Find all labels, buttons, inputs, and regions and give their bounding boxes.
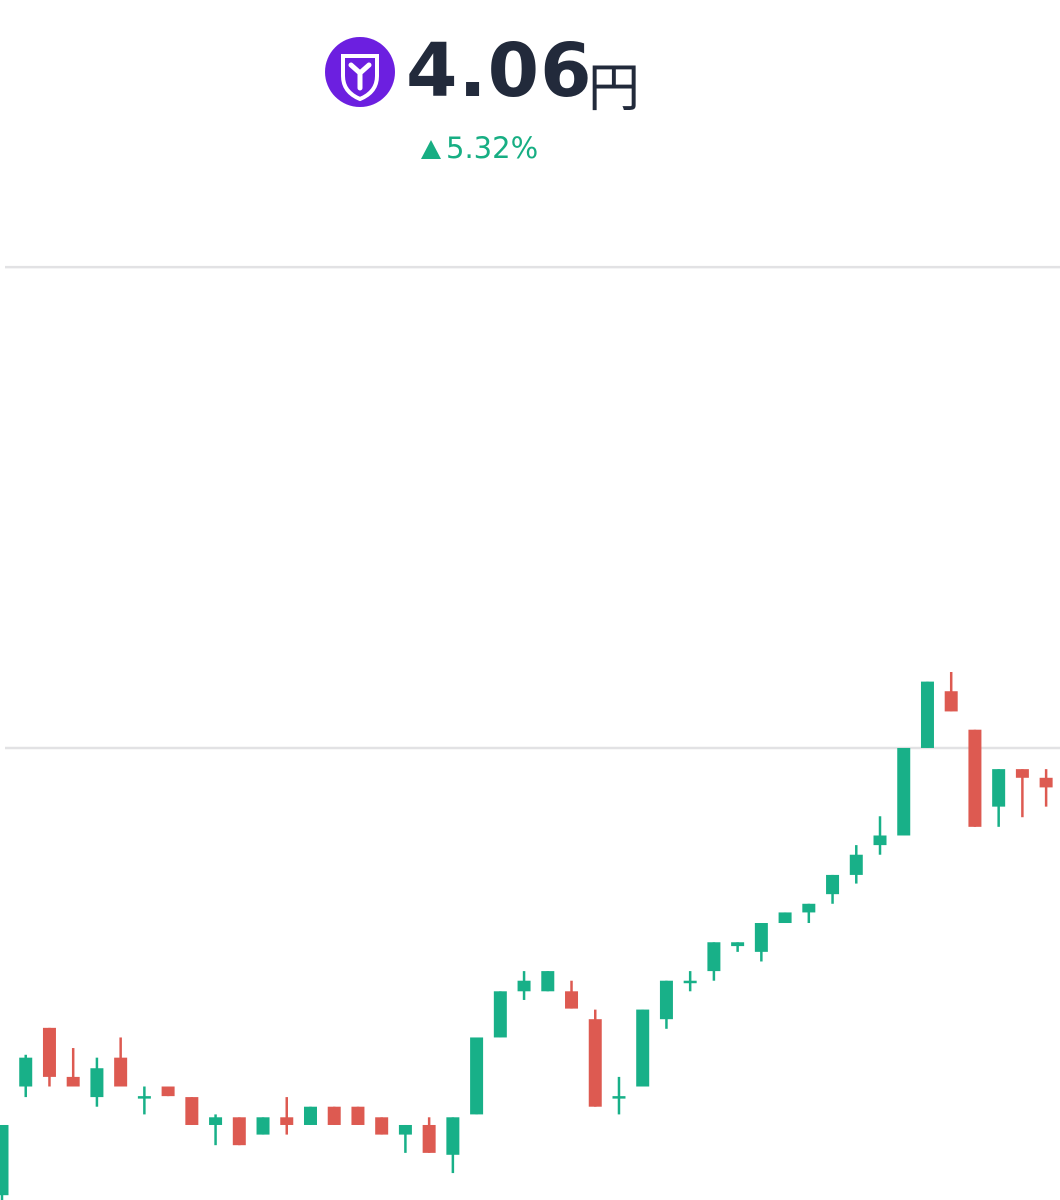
candle-body	[303, 1106, 317, 1125]
candle-body	[826, 874, 840, 895]
candle-body	[588, 1019, 602, 1107]
candle-body	[493, 991, 507, 1038]
candle-body	[541, 971, 555, 992]
candle-body	[0, 1124, 9, 1196]
candle-body	[422, 1124, 436, 1153]
candle-body	[90, 1068, 104, 1098]
price: 4.06	[406, 28, 593, 114]
candle-body	[137, 1096, 151, 1099]
candle-body	[1015, 769, 1029, 778]
candle-body	[375, 1117, 389, 1135]
candle-body	[968, 729, 982, 827]
candle-body	[992, 769, 1006, 807]
candle-body	[161, 1086, 175, 1097]
up-arrow	[421, 140, 441, 159]
candle-body	[683, 980, 697, 984]
candle-body	[517, 980, 531, 992]
candle-body	[185, 1097, 199, 1125]
candle-body	[802, 903, 816, 913]
candle-body	[920, 681, 934, 748]
price-change: 5.32%	[446, 131, 539, 165]
candle-body	[707, 942, 721, 972]
candle-body	[470, 1037, 484, 1115]
coin-icon	[325, 37, 395, 107]
candle-body	[659, 980, 673, 1020]
candle-body	[42, 1027, 56, 1077]
candle-body	[565, 991, 579, 1009]
candle-body	[232, 1117, 246, 1146]
candle-body	[280, 1117, 294, 1125]
candle-body	[209, 1117, 223, 1125]
candle-body	[754, 923, 768, 952]
candle-body	[256, 1117, 270, 1135]
candle-body	[731, 942, 745, 947]
candle-body	[849, 854, 863, 875]
candle-body	[446, 1117, 460, 1155]
candle-body	[66, 1076, 80, 1087]
candle-body	[19, 1057, 33, 1087]
candle-body	[1039, 777, 1053, 788]
candle-body	[327, 1106, 341, 1125]
candle-body	[873, 835, 887, 846]
candle-body	[398, 1124, 412, 1135]
candle-body	[636, 1009, 650, 1087]
candle-body	[351, 1106, 365, 1125]
candle-body	[944, 691, 958, 712]
currency-unit: 円	[588, 59, 641, 119]
candle-body	[897, 747, 911, 836]
candle-body	[612, 1096, 626, 1099]
candle-body	[778, 912, 792, 924]
candle-body	[114, 1057, 128, 1087]
